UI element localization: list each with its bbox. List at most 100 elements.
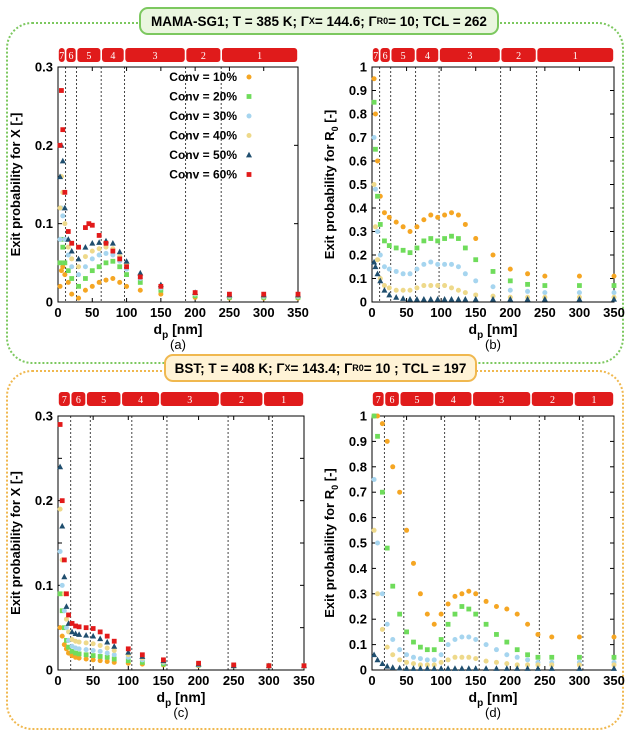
data-point [452, 593, 458, 599]
y-tick-label: 0.6 [349, 154, 367, 169]
x-axis-label-unit: [nm] [171, 689, 205, 705]
data-point [62, 272, 68, 278]
data-point [111, 643, 118, 649]
data-point [542, 273, 548, 279]
data-point [396, 664, 403, 671]
data-point [109, 240, 116, 246]
data-point [89, 222, 95, 228]
data-point [65, 236, 72, 242]
data-point [434, 295, 441, 302]
data-point [428, 283, 434, 289]
data-point [435, 283, 441, 289]
title-mid: = 143.4; Γ [290, 360, 353, 376]
y-tick-label: 0 [46, 295, 53, 310]
data-point [117, 279, 123, 285]
title-post: = 10 ; TCL = 197 [363, 360, 467, 376]
data-point [535, 662, 541, 668]
data-point [548, 665, 555, 671]
data-point [90, 657, 96, 663]
data-point [549, 634, 555, 640]
data-point [69, 264, 75, 270]
zone-label: 3 [187, 395, 192, 406]
data-point [421, 283, 427, 289]
data-point [493, 647, 499, 653]
data-point [393, 245, 399, 251]
data-point [196, 660, 201, 666]
data-point [427, 295, 434, 302]
zone-label: 7 [373, 51, 378, 62]
data-point [59, 88, 64, 93]
x-tick-label: 200 [188, 673, 210, 688]
data-point [424, 647, 430, 653]
zone-bar-segment [58, 392, 70, 406]
data-point [103, 250, 109, 256]
data-point [96, 239, 103, 245]
legend-label: Conv = 60% [169, 168, 237, 182]
data-point [375, 257, 381, 263]
data-point [441, 295, 448, 302]
data-point [60, 127, 66, 133]
data-point [448, 295, 455, 302]
y-axis-label: Exit probability for X [-] [8, 471, 23, 615]
data-point [60, 213, 66, 219]
data-point [73, 650, 78, 656]
data-point [89, 248, 95, 254]
data-point [90, 648, 96, 654]
data-point [63, 616, 69, 622]
data-point [549, 662, 555, 668]
data-point [397, 489, 403, 495]
data-point [97, 654, 103, 659]
zone-label: 4 [138, 395, 143, 406]
zone-bar-segment [400, 392, 434, 406]
data-point [455, 212, 461, 218]
x-tick-label: 350 [287, 305, 309, 320]
zone-label: 6 [76, 395, 81, 406]
data-point [494, 632, 499, 637]
data-point [125, 658, 131, 664]
data-point [514, 611, 520, 617]
y-tick-label: 0.1 [349, 637, 367, 652]
data-point [97, 629, 103, 635]
x-axis-label: dp [nm] [469, 689, 518, 709]
data-point [514, 665, 521, 671]
x-tick-label: 250 [219, 305, 241, 320]
data-point [490, 269, 496, 274]
y-tick-label: 0.8 [349, 107, 367, 122]
data-point [535, 631, 541, 637]
data-point [104, 633, 110, 639]
legend-marker [246, 74, 252, 80]
data-point [438, 665, 445, 671]
data-point [462, 290, 468, 296]
data-point [69, 621, 75, 626]
data-point [381, 264, 387, 270]
data-point [407, 287, 413, 293]
data-point [466, 588, 472, 594]
panel-label: (a) [170, 337, 186, 352]
data-point [400, 224, 406, 230]
zone-label: 1 [573, 51, 578, 62]
data-point [386, 285, 392, 291]
data-point [57, 142, 63, 148]
x-tick-label: 100 [430, 305, 452, 320]
data-point [462, 271, 468, 277]
zone-label: 6 [69, 51, 74, 62]
data-point [418, 644, 423, 650]
chart-panel-a: 7 6 5 4 3 2 1 0 50 100 150 200 250 300 350 0 0.1 0.2 0.3 dp… [8, 48, 309, 352]
data-point [57, 548, 63, 554]
data-point [414, 245, 420, 251]
x-tick-label: 50 [85, 305, 99, 320]
data-point [384, 545, 390, 551]
data-point [66, 644, 71, 650]
data-point [76, 244, 81, 250]
x-tick-label: 200 [499, 673, 521, 688]
data-point [61, 204, 68, 211]
data-point [375, 229, 381, 234]
data-point [514, 662, 520, 668]
x-axis-label-unit: [nm] [483, 689, 517, 705]
data-point [104, 654, 110, 660]
data-point [124, 264, 129, 270]
y-tick-label: 0.1 [349, 271, 367, 286]
data-point [375, 158, 381, 164]
data-point [63, 603, 70, 609]
